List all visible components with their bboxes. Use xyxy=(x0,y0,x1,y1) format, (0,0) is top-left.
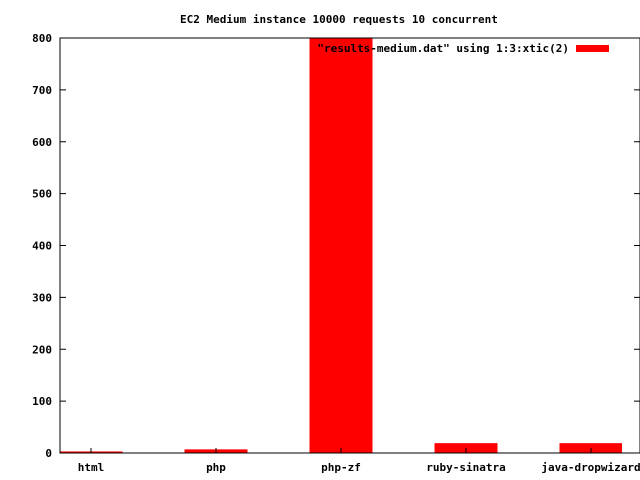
legend-label: "results-medium.dat" using 1:3:xtic(2) xyxy=(317,42,569,55)
y-tick-label: 600 xyxy=(32,136,52,149)
y-tick-label: 300 xyxy=(32,291,52,304)
y-tick-label: 200 xyxy=(32,343,52,356)
y-tick-label: 100 xyxy=(32,395,52,408)
ticks-layer: html php php-zf ruby-sinatra java-dropwizard… xyxy=(32,32,640,474)
x-tick-label: php-zf xyxy=(321,461,361,474)
y-tick-label: 800 xyxy=(32,32,52,45)
x-tick-label: ruby-sinatra xyxy=(426,461,505,474)
y-tick-label: 700 xyxy=(32,84,52,97)
x-tick-label: html xyxy=(78,461,105,474)
y-tick-label: 0 xyxy=(45,447,52,460)
x-tick-label: php xyxy=(206,461,226,474)
x-tick-label: java-dropwizard xyxy=(541,461,640,474)
y-tick-label: 400 xyxy=(32,240,52,253)
y-tick-label: 500 xyxy=(32,188,52,201)
bars-layer xyxy=(59,38,622,453)
bar-php-zf xyxy=(309,38,373,453)
legend: "results-medium.dat" using 1:3:xtic(2) xyxy=(317,42,609,55)
legend-swatch xyxy=(576,45,609,52)
chart-title: EC2 Medium instance 10000 requests 10 co… xyxy=(180,13,498,26)
